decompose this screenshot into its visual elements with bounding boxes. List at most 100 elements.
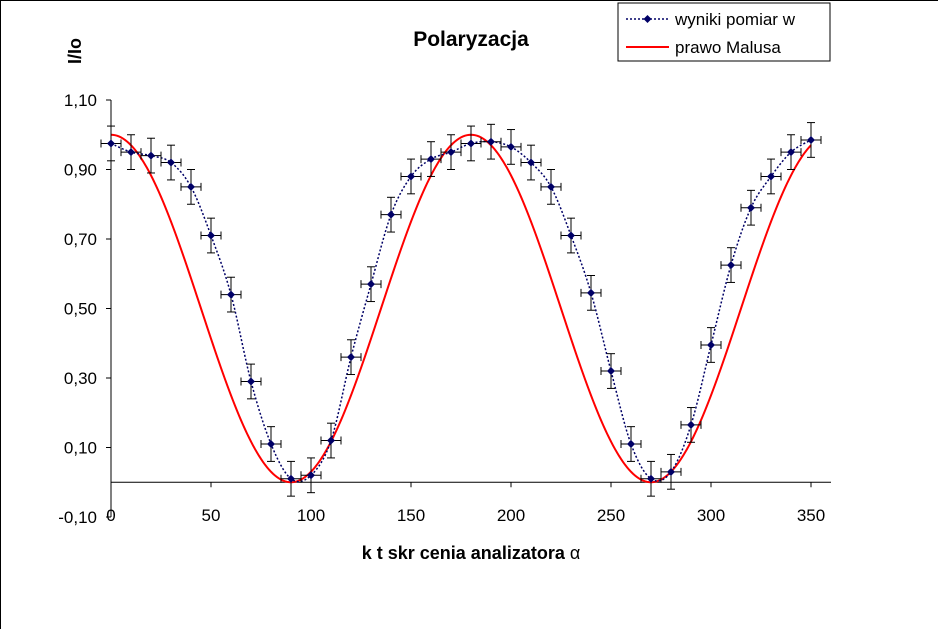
data-marker [667, 467, 675, 476]
x-tick-label: 300 [697, 506, 725, 525]
data-marker [407, 172, 415, 181]
data-marker [547, 182, 555, 191]
chart-title: Polaryzacja [413, 28, 529, 51]
x-axis-title-symbol: α [570, 543, 580, 563]
data-marker [347, 353, 355, 362]
data-marker [427, 155, 435, 164]
data-marker [207, 231, 215, 240]
data-marker [387, 210, 395, 219]
y-tick-label: 0,50 [64, 300, 97, 319]
data-marker [767, 172, 775, 181]
data-marker [247, 377, 255, 386]
measurement-point [380, 196, 402, 233]
measurement-point [200, 217, 222, 254]
measurement-point [620, 426, 642, 462]
measurement-point [500, 129, 522, 165]
data-marker [287, 474, 295, 483]
measurement-point [560, 217, 582, 254]
x-axis-title: k t skr cenia analizatora α [362, 543, 581, 563]
measurement-point [720, 247, 742, 283]
data-marker [267, 440, 275, 449]
measurement-point [260, 426, 282, 462]
data-marker [747, 203, 755, 212]
measurement-point [280, 460, 302, 497]
measurement-point [140, 137, 162, 174]
data-marker [807, 135, 815, 144]
malus-law-curve [110, 133, 812, 484]
data-marker [647, 474, 655, 483]
y-tick-label: 0,70 [64, 230, 97, 249]
legend-label-malus: prawo Malusa [675, 38, 781, 57]
data-marker [687, 420, 695, 429]
legend: wyniki pomiar w prawo Malusa [617, 2, 831, 62]
data-marker [467, 139, 475, 148]
measurement-point [520, 144, 542, 181]
data-marker [147, 151, 155, 160]
y-tick-label: 0,90 [64, 161, 97, 180]
x-tick-label: 50 [202, 506, 221, 525]
x-tick-label: 100 [297, 506, 325, 525]
data-marker [527, 158, 535, 167]
measurement-point [160, 144, 182, 181]
x-tick-label: 150 [397, 506, 425, 525]
measurement-point [640, 460, 662, 497]
measurement-point [100, 125, 122, 162]
measurement-point [360, 266, 382, 303]
data-marker [627, 440, 635, 449]
data-marker [487, 137, 495, 146]
measurement-point [780, 134, 802, 170]
measurement-point [540, 169, 562, 205]
y-axis-title: I/Io [65, 38, 85, 64]
legend-label-measurements: wyniki pomiar w [674, 10, 796, 29]
y-tick-label: 1,10 [64, 91, 97, 110]
data-marker [367, 280, 375, 289]
measurement-point [600, 353, 622, 389]
data-marker [727, 261, 735, 270]
measurement-point [760, 158, 782, 195]
data-marker [607, 367, 615, 376]
measurement-point [680, 407, 702, 443]
data-marker [307, 471, 315, 480]
measurement-point [440, 134, 462, 170]
measurement-point [180, 169, 202, 205]
measurement-point [480, 123, 502, 160]
y-tick-label: -0,10 [58, 508, 97, 527]
data-marker [107, 139, 115, 148]
data-marker [587, 288, 595, 297]
x-tick-label: 200 [497, 506, 525, 525]
data-marker [567, 231, 575, 240]
x-axis-title-text: k t skr cenia analizatora [362, 543, 566, 563]
tick-labels: 1,10 0,90 0,70 0,50 0,30 0,10 -0,10 0 50 100 150 20… [58, 91, 825, 527]
series-layer [100, 122, 822, 497]
data-marker [187, 182, 195, 191]
measurement-point [220, 276, 242, 313]
measurement-point [580, 274, 602, 311]
measurement-line [110, 139, 812, 483]
measurement-point [660, 453, 682, 490]
measurement-point [300, 457, 322, 494]
x-tick-label: 350 [797, 506, 825, 525]
x-tick-label: 0 [106, 506, 115, 525]
data-marker [787, 148, 795, 157]
measurement-point [800, 122, 822, 158]
measurement-point [700, 327, 722, 363]
data-marker [707, 340, 715, 349]
legend-marker-measurements [643, 15, 652, 23]
data-marker [227, 290, 235, 299]
data-marker [327, 436, 335, 445]
y-tick-label: 0,10 [64, 439, 97, 458]
data-marker [447, 148, 455, 157]
measurement-point [320, 422, 342, 459]
measurement-point [740, 189, 762, 226]
y-tick-label: 0,30 [64, 369, 97, 388]
data-marker [127, 148, 135, 157]
measurement-point [340, 339, 362, 376]
data-marker [167, 158, 175, 167]
x-tick-label: 250 [597, 506, 625, 525]
measurement-point [400, 158, 422, 195]
measurement-point [240, 363, 262, 400]
data-marker [507, 142, 515, 151]
